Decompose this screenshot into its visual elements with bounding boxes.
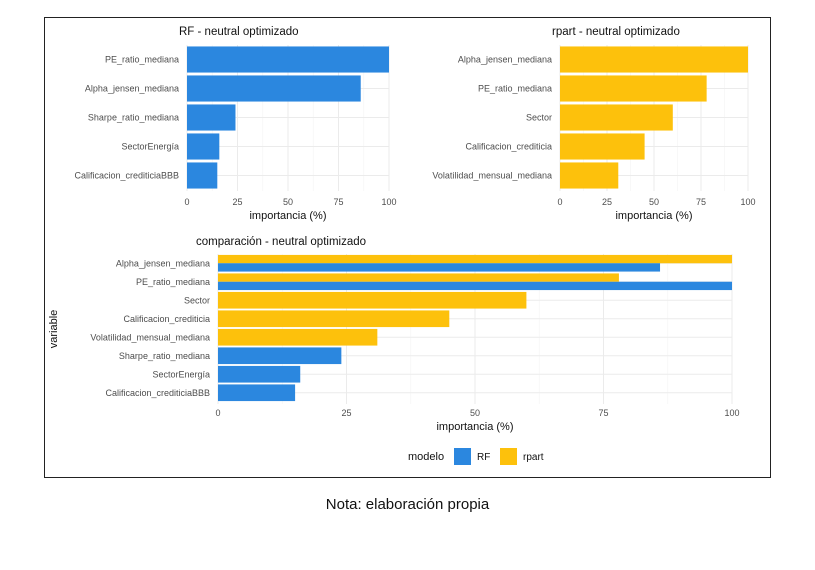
- chart2-bar-rf-calificacion-crediticiabbb: [218, 384, 296, 402]
- chart0-category-label: Sharpe_ratio_mediana: [88, 113, 179, 123]
- chart1-bar-sector: [560, 104, 673, 131]
- chart2-bar-rf-sharpe-ratio-mediana: [218, 347, 342, 365]
- chart1-x-tick-label: 0: [557, 197, 562, 207]
- chart2-category-label: SectorEnergía: [152, 369, 210, 379]
- chart2-legend-key-rf: [454, 448, 471, 465]
- chart2-legend-label-rpart: rpart: [523, 452, 544, 463]
- chart2-x-tick-label: 25: [341, 408, 351, 418]
- chart2-bar-rf-pe-ratio-mediana: [218, 281, 732, 291]
- chart2-category-label: Alpha_jensen_mediana: [116, 258, 210, 268]
- chart2-category-label: Sharpe_ratio_mediana: [119, 351, 210, 361]
- chart2-y-axis-title: variable: [48, 310, 60, 349]
- chart1-category-label: PE_ratio_mediana: [478, 84, 552, 94]
- chart1-x-tick-label: 75: [696, 197, 706, 207]
- chart2-legend-key-rpart: [500, 448, 517, 465]
- chart2-x-tick-label: 75: [598, 408, 608, 418]
- chart2-category-label: PE_ratio_mediana: [136, 277, 210, 287]
- chart2-category-label: Calificacion_crediticia: [123, 314, 210, 324]
- chart0-x-tick-label: 50: [283, 197, 293, 207]
- chart2-bar-rf-alpha-jensen-mediana: [218, 263, 661, 272]
- chart2-bar-rpart-pe-ratio-mediana: [218, 273, 619, 282]
- chart2-bar-rpart-alpha-jensen-mediana: [218, 254, 732, 264]
- chart0-x-tick-label: 0: [184, 197, 189, 207]
- chart2-bar-rpart-volatilidad-mensual-mediana: [218, 328, 378, 346]
- chart0-category-label: Calificacion_crediticiaBBB: [74, 171, 179, 181]
- chart1-bar-alpha-jensen-mediana: [560, 46, 748, 73]
- chart0-x-tick-label: 25: [232, 197, 242, 207]
- chart1-category-label: Calificacion_crediticia: [465, 142, 552, 152]
- chart2-title: comparación - neutral optimizado: [196, 236, 366, 248]
- chart1-bar-pe-ratio-mediana: [560, 75, 707, 102]
- chart2-x-axis-title: importancia (%): [436, 421, 513, 433]
- chart2-category-label: Volatilidad_mensual_mediana: [90, 332, 210, 342]
- chart1-category-label: Alpha_jensen_mediana: [458, 55, 552, 65]
- chart0-category-label: SectorEnergía: [121, 142, 179, 152]
- chart2-category-label: Sector: [184, 295, 210, 305]
- chart2-x-tick-label: 100: [724, 408, 739, 418]
- chart2-legend-title: modelo: [408, 451, 444, 463]
- chart0-category-label: PE_ratio_mediana: [105, 55, 179, 65]
- chart1-category-label: Volatilidad_mensual_mediana: [432, 171, 552, 181]
- chart0-bar-sharpe-ratio-mediana: [187, 104, 236, 131]
- chart1-x-tick-label: 25: [602, 197, 612, 207]
- chart0-bar-calificacion-crediticiabbb: [187, 162, 218, 189]
- chart2-category-label: Calificacion_crediticiaBBB: [105, 388, 210, 398]
- chart1-x-tick-label: 100: [740, 197, 755, 207]
- chart2-legend-label-rf: RF: [477, 452, 490, 463]
- chart0-bar-alpha-jensen-mediana: [187, 75, 361, 102]
- figure-frame: PE_ratio_mediana Alpha_jensen_mediana Shar…: [44, 17, 771, 478]
- chart1-bar-calificacion-crediticia: [560, 133, 645, 160]
- chart0-x-axis-title: importancia (%): [249, 210, 326, 222]
- chart1-title: rpart - neutral optimizado: [552, 26, 680, 38]
- chart0-title: RF - neutral optimizado: [179, 26, 299, 38]
- chart2-x-tick-label: 50: [470, 408, 480, 418]
- chart2-bar-rpart-calificacion-crediticia: [218, 310, 450, 328]
- chart0-x-tick-label: 100: [381, 197, 396, 207]
- chart2-bar-rf-sectorenerg-a: [218, 365, 301, 383]
- chart1-bar-volatilidad-mensual-mediana: [560, 162, 619, 189]
- chart0-bar-sectorenerg-a: [187, 133, 220, 160]
- chart0-x-tick-label: 75: [333, 197, 343, 207]
- chart0-category-label: Alpha_jensen_mediana: [85, 84, 179, 94]
- chart0-bar-pe-ratio-mediana: [187, 46, 389, 73]
- chart1-x-tick-label: 50: [649, 197, 659, 207]
- chart1-x-axis-title: importancia (%): [615, 210, 692, 222]
- chart2-bar-rpart-sector: [218, 291, 527, 309]
- figure-svg: PE_ratio_mediana Alpha_jensen_mediana Shar…: [48, 26, 756, 465]
- chart1-category-label: Sector: [526, 113, 552, 123]
- figure-caption: Nota: elaboración propia: [325, 496, 490, 513]
- chart2-x-tick-label: 0: [215, 408, 220, 418]
